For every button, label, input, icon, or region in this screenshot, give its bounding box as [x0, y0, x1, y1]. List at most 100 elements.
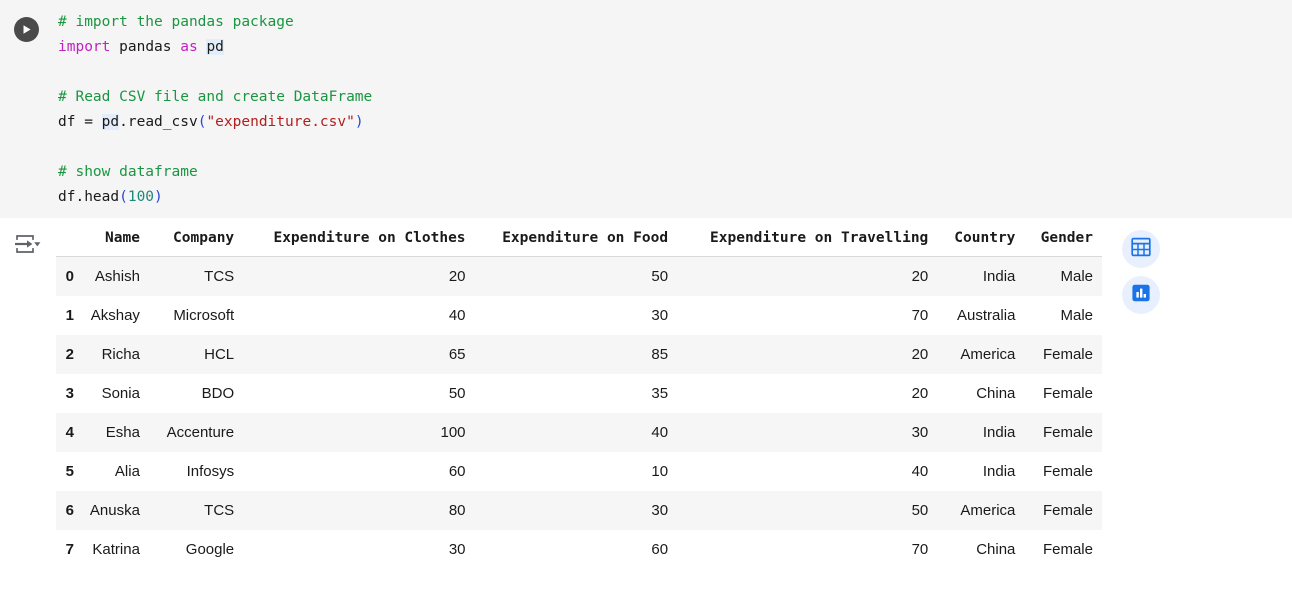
row-index-cell: 0 [56, 256, 74, 296]
table-cell: 60 [243, 452, 475, 491]
column-header-food: Expenditure on Food [474, 226, 678, 257]
table-cell: 60 [474, 530, 678, 569]
table-cell: America [937, 491, 1025, 530]
code-token: # Read CSV file and create DataFrame [58, 89, 373, 105]
table-cell: China [937, 530, 1025, 569]
row-index-cell: 5 [56, 452, 74, 491]
table-cell: 20 [677, 256, 938, 296]
table-cell: HCL [148, 335, 244, 374]
table-cell: India [937, 256, 1025, 296]
code-token: as [180, 39, 198, 55]
table-cell: 70 [677, 530, 938, 569]
run-cell-button[interactable] [14, 17, 39, 42]
table-row: 4 Esha Accenture 100 40 30 India Female [56, 413, 1102, 452]
table-row: 1 Akshay Microsoft 40 30 70 Australia Male [56, 296, 1102, 335]
table-cell: 30 [474, 491, 678, 530]
table-cell: Female [1024, 335, 1102, 374]
table-cell: Female [1024, 374, 1102, 413]
table-cell: Australia [937, 296, 1025, 335]
table-cell: 30 [474, 296, 678, 335]
table-cell: 80 [243, 491, 475, 530]
view-as-table-button[interactable] [1122, 230, 1160, 268]
row-index-cell: 2 [56, 335, 74, 374]
code-token: # import the pandas package [58, 14, 294, 30]
code-token [110, 39, 119, 55]
table-row: 6 Anuska TCS 80 30 50 America Female [56, 491, 1102, 530]
table-row: 3 Sonia BDO 50 35 20 China Female [56, 374, 1102, 413]
table-cell: 40 [243, 296, 475, 335]
column-header-travelling: Expenditure on Travelling [677, 226, 938, 257]
output-collapse-icon[interactable] [14, 232, 42, 258]
table-cell: 20 [243, 256, 475, 296]
table-cell: Female [1024, 530, 1102, 569]
code-token: import [58, 39, 111, 55]
table-cell: Male [1024, 296, 1102, 335]
row-index-cell: 4 [56, 413, 74, 452]
code-token: ) [354, 114, 364, 130]
code-token: # show dataframe [58, 164, 198, 180]
table-cell: Accenture [148, 413, 244, 452]
table-cell: Female [1024, 452, 1102, 491]
table-cell: TCS [148, 256, 244, 296]
table-cell: BDO [148, 374, 244, 413]
column-header-clothes: Expenditure on Clothes [243, 226, 475, 257]
table-cell: Infosys [148, 452, 244, 491]
table-cell: Anuska [74, 491, 149, 530]
table-cell: India [937, 452, 1025, 491]
play-icon [20, 23, 33, 36]
table-cell: TCS [148, 491, 244, 530]
column-header-company: Company [148, 226, 244, 257]
table-cell: Katrina [74, 530, 149, 569]
table-cell: 50 [677, 491, 938, 530]
code-line: df = pd.read_csv("expenditure.csv") [58, 110, 1282, 135]
table-cell: Esha [74, 413, 149, 452]
table-cell: 30 [677, 413, 938, 452]
code-editor[interactable]: # import the pandas package import pandas… [58, 10, 1282, 210]
view-as-chart-button[interactable] [1122, 276, 1160, 314]
table-body: 0 Ashish TCS 20 50 20 India Male 1 Akshay Microsof… [56, 256, 1102, 569]
table-row: 2 Richa HCL 65 85 20 America Female [56, 335, 1102, 374]
row-index-cell: 3 [56, 374, 74, 413]
table-cell: 50 [243, 374, 475, 413]
table-cell: 70 [677, 296, 938, 335]
table-cell: 50 [474, 256, 678, 296]
table-cell: Female [1024, 491, 1102, 530]
column-header-country: Country [937, 226, 1025, 257]
code-token: .read_csv [119, 114, 198, 130]
table-cell: 100 [243, 413, 475, 452]
code-cell: # import the pandas package import pandas… [0, 0, 1292, 218]
code-token: ( [119, 189, 128, 205]
table-cell: 20 [677, 374, 938, 413]
cell-output-area: Name Company Expenditure on Clothes Expe… [0, 218, 1292, 590]
code-line: df.head(100) [58, 185, 1282, 210]
dataframe-output-table: Name Company Expenditure on Clothes Expe… [56, 226, 1102, 569]
table-cell: Alia [74, 452, 149, 491]
code-line [58, 135, 1282, 160]
table-cell: 65 [243, 335, 475, 374]
code-line: # Read CSV file and create DataFrame [58, 85, 1282, 110]
table-cell: Google [148, 530, 244, 569]
table-cell: Microsoft [148, 296, 244, 335]
table-header: Name Company Expenditure on Clothes Expe… [56, 226, 1102, 257]
output-action-buttons [1122, 230, 1160, 314]
column-header-index [56, 226, 74, 257]
table-row: 0 Ashish TCS 20 50 20 India Male [56, 256, 1102, 296]
table-cell: Richa [74, 335, 149, 374]
table-row: 5 Alia Infosys 60 10 40 India Female [56, 452, 1102, 491]
code-token: pandas [119, 39, 172, 55]
table-cell: 35 [474, 374, 678, 413]
row-index-cell: 7 [56, 530, 74, 569]
code-token: 100 [127, 189, 155, 205]
code-token: df.head [58, 189, 120, 205]
table-cell: 85 [474, 335, 678, 374]
code-token: pd [206, 39, 224, 55]
row-index-cell: 1 [56, 296, 74, 335]
code-line: import pandas as pd [58, 35, 1282, 60]
code-line: # import the pandas package [58, 10, 1282, 35]
code-token [172, 39, 181, 55]
code-token: ( [197, 114, 207, 130]
table-cell: 10 [474, 452, 678, 491]
column-header-name: Name [74, 226, 149, 257]
table-row: 7 Katrina Google 30 60 70 China Female [56, 530, 1102, 569]
table-cell: Sonia [74, 374, 149, 413]
